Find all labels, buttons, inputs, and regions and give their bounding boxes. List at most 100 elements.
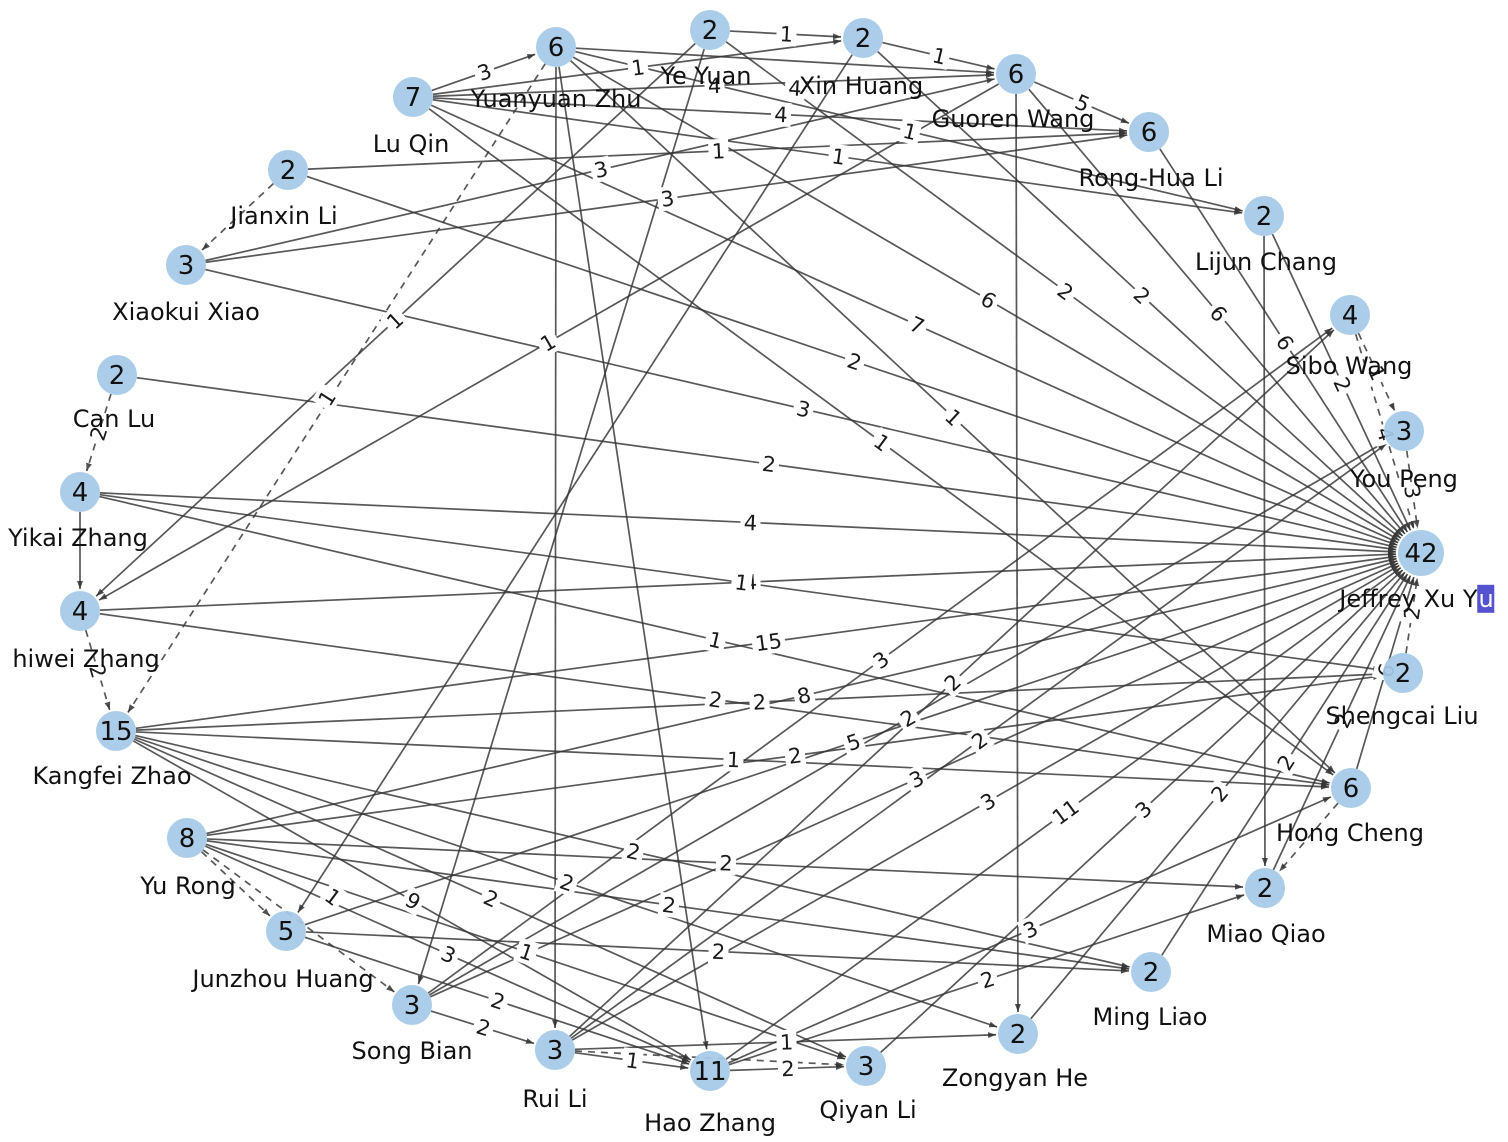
edge-weight-label: 4 [774, 103, 788, 128]
edge-label-bg [866, 426, 898, 459]
node-yikai-zhang [60, 472, 100, 512]
edge-label-hao-zhang-qiyan-li: 2 [777, 1056, 799, 1081]
node-hong-cheng [1331, 768, 1371, 808]
edge-label-bg [513, 937, 540, 967]
node-value-yikai-zhang: 4 [72, 478, 89, 508]
edge-label-can-lu-yikai-zhang: 2 [84, 420, 113, 447]
edge-label-xiaokui-xiao-guoren-wang: 3 [588, 155, 614, 184]
edge-label-yu-rong-qiyan-li: 1 [513, 937, 540, 967]
node-value-rong-hua-li: 6 [1141, 118, 1158, 148]
node-value-shengcai-liu: 2 [1395, 659, 1412, 689]
edge-weight-label: 1 [711, 139, 725, 164]
node-lu-qin [393, 77, 433, 117]
edge-label-kangfei-zhao-shengcai-liu: 2 [748, 689, 771, 715]
node-value-xin-huang: 2 [855, 24, 872, 54]
node-value-song-bian: 3 [404, 991, 421, 1021]
node-can-lu [97, 355, 137, 395]
edge-ye-yuan-song-bian [417, 48, 705, 985]
edge-label-bg [470, 1013, 497, 1042]
edge-label-bg [938, 401, 969, 434]
edge-label-bg [897, 117, 923, 146]
edge-label-bg [893, 702, 923, 734]
node-qiyan-li [846, 1046, 886, 1086]
edge-yuanyuan-zhu-kangfei-zhao [127, 63, 546, 713]
edge-label-hao-zhang-jeffrey-xu-yu: 11 [1045, 792, 1086, 832]
node-jianxin-li [268, 150, 308, 190]
edge-label-rui-li-zongyan-he: 1 [776, 1029, 797, 1055]
edge-label-guoren-wang-hiwei-zhang: 1 [533, 327, 563, 358]
edge-yuanyuan-zhu-guoren-wang [575, 47, 995, 76]
node-value-xiaokui-xiao: 3 [178, 251, 195, 281]
edge-label-bg [775, 21, 798, 47]
node-name-sibo-wang: Sibo Wang [1285, 351, 1413, 380]
edge-label-bg [553, 867, 581, 898]
edge-label-kangfei-zhao-ming-liao: 2 [621, 837, 646, 866]
edge-label-yu-rong-shengcai-liu: 2 [783, 742, 807, 769]
edge-label-bg [626, 54, 650, 81]
edge-weight-label: 1 [901, 119, 920, 145]
node-name-text: Jeffrey Xu Y [1339, 584, 1478, 613]
edge-label-ye-yuan-xin-huang: 1 [775, 21, 798, 47]
edge-lijun-chang-miao-qiao [1261, 235, 1268, 867]
edge-label-bg [707, 138, 730, 164]
edge-weight-label: 3 [1399, 484, 1425, 501]
edge-label-yuanyuan-zhu-guoren-wang: 4 [784, 75, 806, 101]
node-song-bian [392, 985, 432, 1025]
edge-label-ye-yuan-jeffrey-xu-yu: 2 [1050, 275, 1081, 308]
edge-label-bg [703, 686, 728, 713]
node-value-hao-zhang: 11 [693, 1057, 726, 1087]
edge-label-kangfei-zhao-qiyan-li: 2 [476, 883, 506, 914]
node-name-rui-li: Rui Li [522, 1084, 588, 1113]
edge-label-kangfei-zhao-jeffrey-xu-yu: 15 [750, 627, 787, 657]
node-kangfei-zhao [96, 711, 136, 751]
node-name-lu-qin: Lu Qin [372, 129, 450, 158]
edge-label-bg [750, 627, 787, 657]
edge-weight-label: 1 [930, 43, 949, 69]
edge-label-bg [927, 42, 952, 70]
edge-label-xiaokui-xiao-jeffrey-xu-yu: 3 [791, 395, 816, 423]
edge-guoren-wang-zongyan-he [1014, 93, 1021, 1013]
node-value-rui-li: 3 [547, 1036, 564, 1066]
edge-label-bg [703, 626, 728, 654]
edge-label-hiwei-zhang-kangfei-zhao: 2 [83, 657, 113, 685]
edge-label-xin-huang-guoren-wang: 1 [927, 42, 952, 70]
node-name-junzhou-huang: Junzhou Huang [192, 964, 374, 993]
edge-label-hiwei-zhang-hong-cheng: 2 [703, 686, 728, 713]
edge-label-jianxin-li-jeffrey-xu-yu: 2 [841, 346, 868, 377]
edge-weight-label: 2 [624, 839, 642, 865]
edge-label-bg [1361, 358, 1393, 388]
edge-label-bg [748, 689, 771, 715]
edge-label-lu-qin-hong-cheng: 1 [866, 426, 898, 459]
node-value-can-lu: 2 [109, 361, 126, 391]
edge-label-lu-qin-rong-hua-li: 4 [770, 102, 792, 128]
node-rong-hua-li [1129, 112, 1169, 152]
edge-label-shengcai-liu-jeffrey-xu-yu: 2 [1398, 601, 1426, 625]
edge-label-bg [973, 284, 1004, 316]
edge-label-junzhou-huang-ming-liao: 2 [707, 939, 730, 964]
edge-weight-label: 1 [779, 22, 794, 47]
node-miao-qiao [1245, 868, 1285, 908]
edge-label-bg [1327, 706, 1359, 735]
node-name-rong-hua-li: Rong-Hua Li [1078, 163, 1224, 192]
edge-label-lu-qin-guoren-wang: 4 [704, 73, 725, 98]
edge-label-bg [1050, 275, 1081, 308]
node-name-highlighted-char: u [1477, 584, 1495, 613]
edge-label-bg [791, 681, 817, 710]
node-zongyan-he [998, 1014, 1038, 1054]
edge-weight-label: 2 [707, 687, 724, 713]
edge-label-bg [620, 1047, 645, 1074]
edge-label-bg [484, 986, 512, 1016]
edge-label-can-lu-jeffrey-xu-yu: 2 [757, 450, 781, 477]
node-name-yuanyuan-zhu: Yuanyuan Zhu [470, 84, 642, 113]
edge-weight-label: 2 [787, 743, 803, 769]
edge-label-bg [707, 939, 730, 964]
edge-weight-label: 2 [84, 661, 111, 681]
edge-label-yu-rong-miao-qiao: 2 [715, 850, 737, 876]
edge-label-bg [1398, 601, 1426, 625]
node-name-yu-rong: Yu Rong [140, 871, 236, 900]
edge-label-bg [784, 75, 806, 101]
node-sibo-wang [1330, 295, 1370, 335]
edge-weight-label: 1 [779, 1030, 793, 1054]
node-name-guoren-wang: Guoren Wang [931, 104, 1095, 133]
edge-weight-label: 3 [794, 396, 812, 422]
